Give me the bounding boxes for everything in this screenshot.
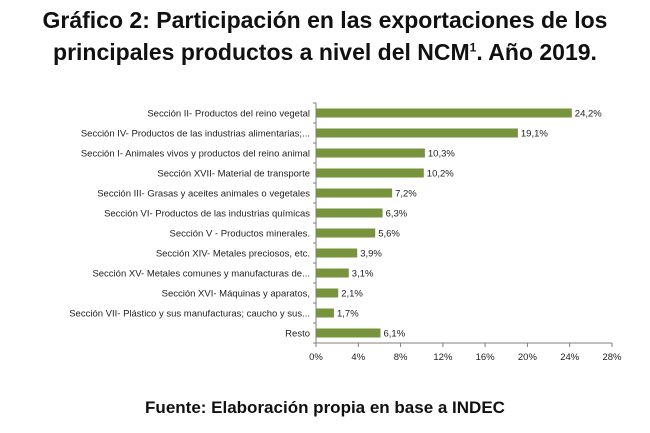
value-label: 24,2%	[575, 109, 602, 120]
category-label: Sección VII- Plástico y sus manufacturas…	[69, 309, 310, 320]
bar	[316, 168, 424, 178]
category-label: Sección I- Animales vivos y productos de…	[81, 149, 310, 160]
value-label: 6,1%	[384, 329, 406, 340]
chart-title-line1: Gráfico 2: Participación en las exportac…	[42, 7, 608, 33]
bar	[316, 308, 334, 318]
x-tick-label: 24%	[560, 352, 580, 363]
category-label: Sección III- Grasas y aceites animales o…	[97, 189, 310, 200]
footnote-marker: 1	[469, 40, 477, 55]
bar	[316, 228, 376, 238]
chart-title: Gráfico 2: Participación en las exportac…	[0, 4, 650, 68]
bar	[316, 268, 349, 278]
x-tick-label: 0%	[309, 352, 323, 363]
category-label: Sección XV- Metales comunes y manufactur…	[92, 269, 310, 280]
bar	[316, 288, 339, 298]
chart-title-line2-end: . Año 2019.	[476, 39, 597, 65]
value-label: 3,9%	[360, 249, 382, 260]
bar	[316, 188, 393, 198]
source-note: Fuente: Elaboración propia en base a IND…	[145, 398, 505, 417]
category-label: Sección XVI- Máquinas y aparatos,	[162, 289, 310, 300]
value-label: 3,1%	[352, 269, 374, 280]
value-label: 6,3%	[386, 209, 408, 220]
category-label: Sección VI- Productos de las industrias …	[104, 209, 310, 220]
bar	[316, 148, 425, 158]
category-label: Sección XIV- Metales preciosos, etc.	[156, 249, 310, 260]
x-tick-label: 12%	[433, 352, 453, 363]
value-label: 2,1%	[341, 289, 363, 300]
value-label: 5,6%	[378, 229, 400, 240]
category-label: Sección XVII- Material de transporte	[157, 169, 310, 180]
x-tick-label: 28%	[602, 352, 622, 363]
bar	[316, 208, 383, 218]
value-label: 1,7%	[337, 309, 359, 320]
bar	[316, 328, 381, 338]
x-tick-label: 20%	[518, 352, 538, 363]
chart-title-line2-main: principales productos a nivel del NCM	[53, 39, 470, 65]
value-label: 19,1%	[521, 129, 548, 140]
bar	[316, 108, 572, 118]
category-label: Resto	[285, 329, 310, 340]
x-tick-label: 4%	[351, 352, 365, 363]
value-label: 10,2%	[427, 169, 454, 180]
category-label: Sección V - Productos minerales.	[170, 229, 310, 240]
value-label: 10,3%	[428, 149, 455, 160]
bar	[316, 248, 358, 258]
bar	[316, 128, 518, 138]
x-tick-label: 16%	[476, 352, 496, 363]
category-label: Sección II- Productos del reino vegetal	[147, 109, 310, 120]
value-label: 7,2%	[395, 189, 417, 200]
category-label: Sección IV- Productos de las industrias …	[81, 129, 310, 140]
x-tick-label: 8%	[394, 352, 408, 363]
chart-title-line2: principales productos a nivel del NCM1. …	[0, 36, 650, 68]
